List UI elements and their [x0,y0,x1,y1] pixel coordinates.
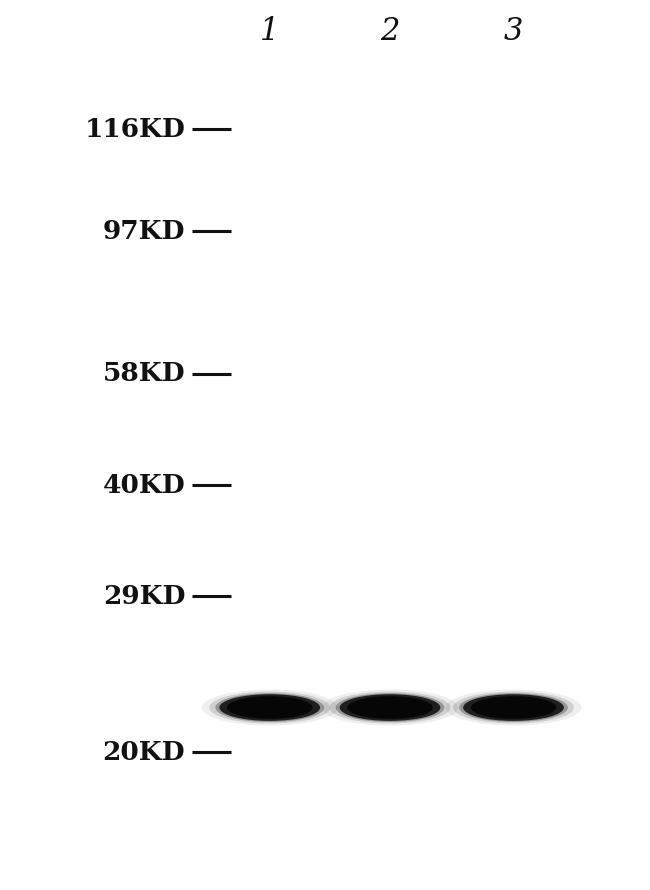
Ellipse shape [459,693,568,722]
Text: 1: 1 [260,16,280,46]
Text: 58KD: 58KD [103,361,185,386]
Ellipse shape [209,692,330,724]
Text: 116KD: 116KD [84,117,185,142]
Ellipse shape [445,690,582,725]
Ellipse shape [335,693,445,722]
Text: 40KD: 40KD [103,473,185,498]
Text: 3: 3 [504,16,523,46]
Ellipse shape [347,696,433,719]
Ellipse shape [453,692,574,724]
Ellipse shape [339,694,441,721]
Text: 97KD: 97KD [103,219,185,244]
Ellipse shape [202,690,338,725]
Ellipse shape [220,694,320,721]
Text: 29KD: 29KD [103,584,185,609]
Text: 20KD: 20KD [103,740,185,765]
Ellipse shape [322,690,458,725]
Ellipse shape [227,696,313,719]
Ellipse shape [471,696,556,719]
Ellipse shape [215,693,324,722]
Text: 2: 2 [380,16,400,46]
Ellipse shape [463,694,564,721]
Ellipse shape [330,692,450,724]
